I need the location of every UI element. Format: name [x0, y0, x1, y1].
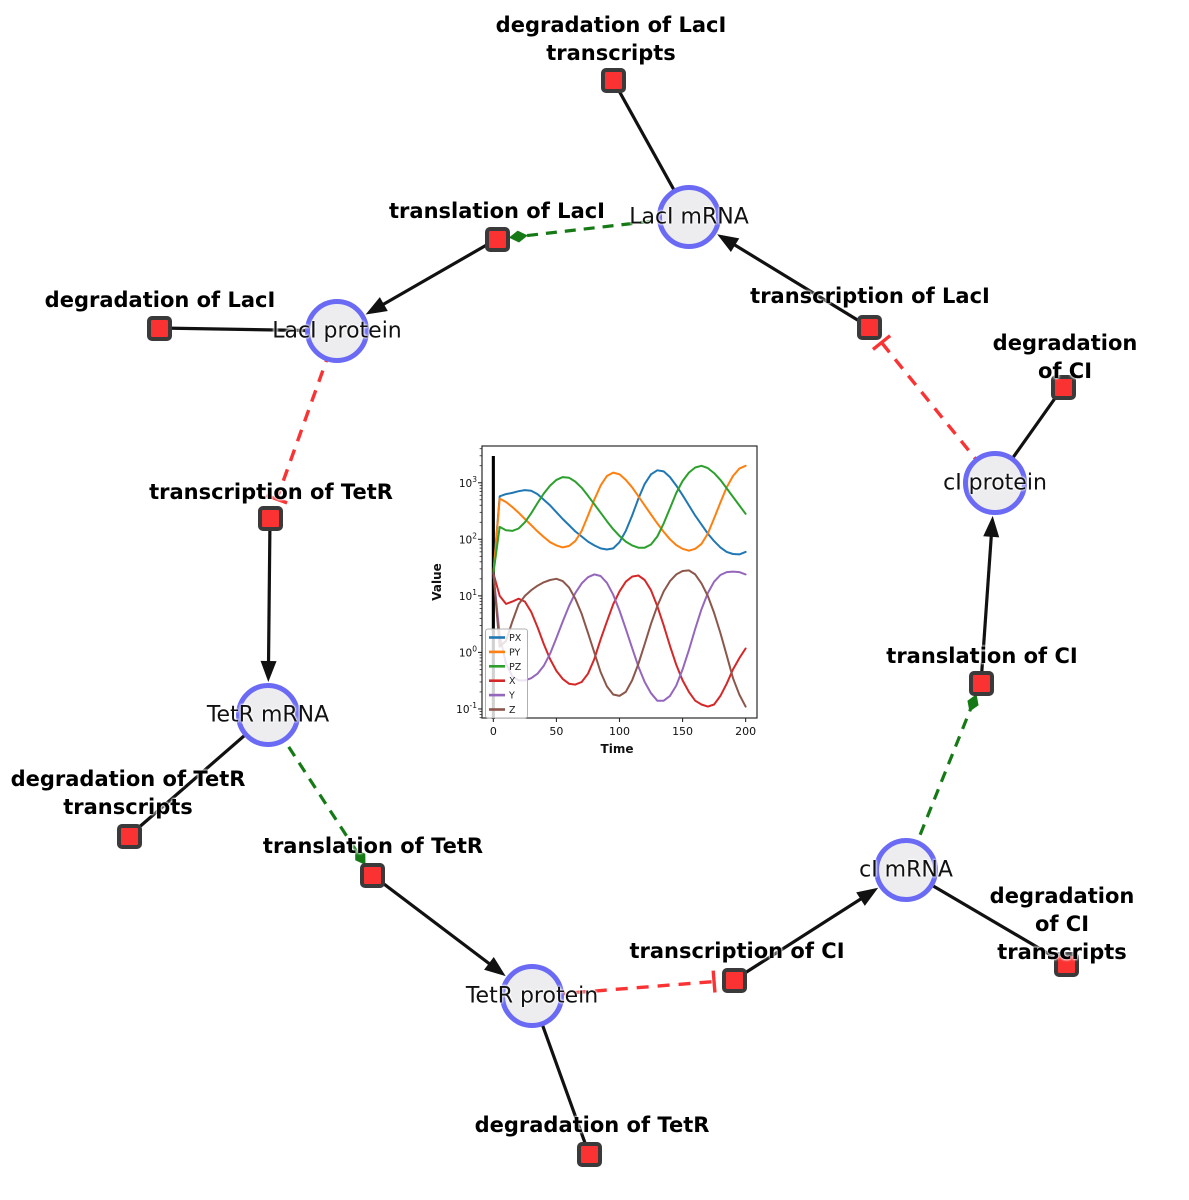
- reaction-label-translation-ci: translation of CI: [886, 644, 1078, 669]
- species-label-tetr-protein: TetR protein: [465, 983, 599, 1009]
- chart-legend: PX PY PZ XYZ: [485, 628, 528, 719]
- series-line-x: [492, 572, 747, 708]
- arrowhead-icon: [484, 957, 506, 977]
- edge-transcription-tetr-to-tetr-mrna: [260, 517, 277, 683]
- series-line-pz: [492, 464, 747, 575]
- reaction-label-transcription-laci: transcription of LacI: [750, 284, 990, 309]
- arrowhead-icon: [717, 234, 740, 252]
- inhibition-tbar-icon: [265, 493, 288, 505]
- legend-label-pz: PZ: [509, 662, 522, 673]
- species-label-laci-mrna: LacI mRNA: [629, 204, 749, 230]
- reaction-label-degradation-tetr-transcripts: degradation of TetR transcripts: [10, 767, 246, 819]
- reaction-node-translation-tetr: [359, 862, 385, 888]
- y-tick-label: 100: [459, 644, 477, 659]
- reaction-label-degradation-laci: degradation of LacI: [44, 288, 276, 313]
- diamond-arrowhead-icon: [967, 694, 979, 712]
- species-node-tetr-mrna: [236, 683, 300, 747]
- species-label-ci-protein: cI protein: [943, 470, 1047, 496]
- inset-time-series-chart: 10-1 100 101 102 103 0 50 100 150 200 PX PY PZ XYZ: [456, 445, 758, 738]
- x-tick-label: 150: [672, 725, 693, 738]
- species-node-laci-protein: [305, 299, 369, 363]
- reaction-label-translation-tetr: translation of TetR: [262, 834, 484, 859]
- arrowhead-icon: [983, 515, 1000, 538]
- y-tick-label: 103: [459, 475, 477, 490]
- reaction-label-transcription-tetr: transcription of TetR: [149, 480, 393, 505]
- reaction-node-transcription-tetr: [257, 505, 283, 531]
- species-node-laci-mrna: [657, 185, 721, 249]
- reaction-node-degradation-ci: [1050, 374, 1076, 400]
- diamond-arrowhead-icon: [355, 849, 366, 865]
- species-node-ci-protein: [963, 451, 1027, 515]
- legend-label-py: PY: [509, 647, 521, 658]
- species-node-tetr-protein: [500, 964, 564, 1028]
- reaction-label-degradation-laci-transcripts: degradation of LacI transcripts: [495, 13, 727, 65]
- legend-label-y: Y: [508, 691, 515, 702]
- series-line-px: [492, 469, 747, 575]
- reaction-label-degradation-ci-transcripts: degradation of CI transcripts: [989, 884, 1135, 964]
- reaction-node-transcription-laci: [856, 314, 882, 340]
- reaction-node-degradation-tetr: [576, 1141, 602, 1167]
- edge-ci-mrna-to-translation-ci: [904, 694, 979, 871]
- edge-transcription-ci-to-ci-mrna: [733, 887, 879, 982]
- y-tick-label: 101: [459, 588, 477, 603]
- reaction-label-degradation-ci: degradation of CI: [992, 331, 1138, 383]
- x-tick-label: 50: [549, 725, 563, 738]
- edge-translation-laci-to-laci-protein: [365, 237, 498, 315]
- y-tick-label: 10-1: [456, 701, 477, 716]
- species-label-tetr-mrna: TetR mRNA: [206, 702, 330, 728]
- edge-translation-tetr-to-tetr-protein: [371, 873, 506, 977]
- arrowhead-icon: [365, 297, 388, 315]
- x-tick-label: 100: [609, 725, 630, 738]
- edge-transcription-laci-to-laci-mrna: [717, 234, 870, 329]
- reaction-node-degradation-ci-transcripts: [1053, 951, 1079, 977]
- series-line-y: [492, 570, 747, 702]
- reaction-node-degradation-laci: [146, 315, 172, 341]
- x-tick-label: 0: [490, 725, 497, 738]
- species-label-laci-protein: LacI protein: [272, 318, 402, 344]
- y-tick-label: 102: [459, 531, 477, 546]
- reaction-label-transcription-ci: transcription of CI: [629, 939, 845, 964]
- legend-label-z: Z: [509, 705, 516, 716]
- reaction-label-degradation-tetr: degradation of TetR: [474, 1113, 710, 1138]
- series-line-z: [492, 569, 747, 708]
- species-label-ci-mrna: cI mRNA: [859, 857, 953, 883]
- species-node-ci-mrna: [874, 838, 938, 902]
- inhibition-tbar-icon: [711, 970, 717, 993]
- chart-yaxis-label: Value: [430, 563, 444, 601]
- edge-translation-ci-to-ci-protein: [979, 515, 1000, 684]
- diamond-arrowhead-icon: [508, 230, 528, 243]
- reaction-node-degradation-tetr-transcripts: [116, 823, 142, 849]
- reaction-node-translation-ci: [968, 670, 994, 696]
- reaction-node-degradation-laci-transcripts: [600, 67, 626, 93]
- inhibition-tbar-icon: [871, 334, 892, 351]
- chart-xaxis-label: Time: [600, 742, 634, 756]
- reaction-node-transcription-ci: [721, 967, 747, 993]
- reaction-label-translation-laci: translation of LacI: [389, 199, 605, 224]
- arrowhead-icon: [856, 887, 879, 906]
- arrowhead-icon: [260, 660, 277, 683]
- legend-label-x: X: [509, 676, 516, 687]
- x-tick-label: 200: [735, 725, 756, 738]
- reaction-node-translation-laci: [484, 226, 510, 252]
- series-line-py: [492, 464, 747, 575]
- legend-label-px: PX: [509, 633, 522, 644]
